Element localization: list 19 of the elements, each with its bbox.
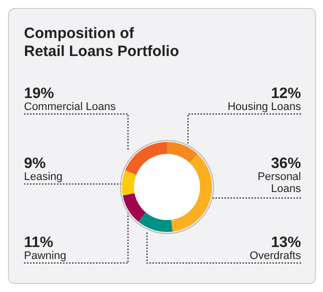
donut-slice xyxy=(171,154,212,232)
donut-slice xyxy=(138,212,173,232)
slice-label: Pawning xyxy=(24,250,66,262)
slice-label: Housing Loans xyxy=(228,101,302,113)
slice-label: Personal Loans xyxy=(258,171,302,195)
data-label: 9% xyxy=(24,155,46,172)
data-label: 19% xyxy=(24,85,54,102)
data-label: 36% xyxy=(270,155,301,172)
data-label: 12% xyxy=(270,85,301,102)
data-label: 11% xyxy=(24,234,54,251)
slice-label: Leasing xyxy=(24,171,63,183)
slice-label: Overdrafts xyxy=(250,250,302,262)
data-label: 13% xyxy=(270,234,301,251)
donut-slice xyxy=(167,142,198,163)
slice-label: Commercial Loans xyxy=(24,101,116,113)
donut-slice xyxy=(122,170,136,196)
chart-title: Composition of Retail Loans Portfolio xyxy=(24,25,180,60)
donut-slice xyxy=(122,193,146,222)
donut-slice xyxy=(125,142,167,175)
